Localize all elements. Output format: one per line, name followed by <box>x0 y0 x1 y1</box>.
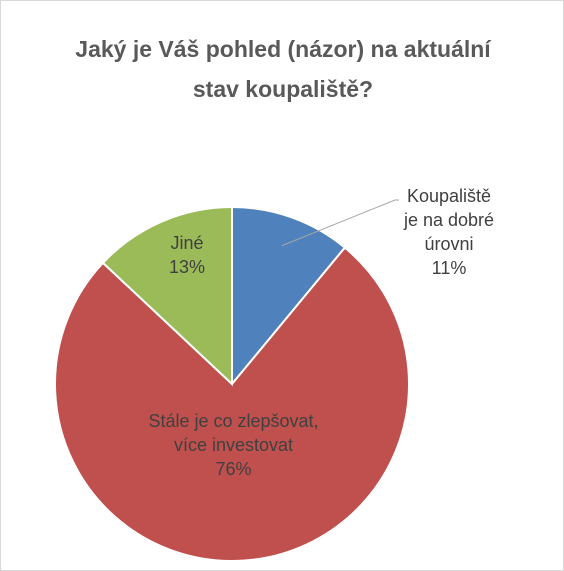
chart-title: Jaký je Váš pohled (názor) na aktuální s… <box>75 36 491 102</box>
pie-slice <box>101 205 233 387</box>
category-label: Koupaliště je na dobré úrovni <box>403 186 495 254</box>
percent-label: 76% <box>215 459 252 479</box>
data-label: Jiné 13% <box>151 231 223 279</box>
data-label: Stále je co zlepšovat, více investovat 76… <box>141 409 326 481</box>
percent-label: 11% <box>431 258 467 278</box>
percent-label: 13% <box>168 257 206 277</box>
category-label: Stále je co zlepšovat, více investovat <box>148 411 319 455</box>
data-label: Koupaliště je na dobré úrovni 11% <box>399 184 499 280</box>
pie-slice <box>54 246 410 562</box>
leader-line <box>281 199 399 247</box>
category-label: Jiné <box>170 233 204 253</box>
pie-slice <box>231 205 347 387</box>
